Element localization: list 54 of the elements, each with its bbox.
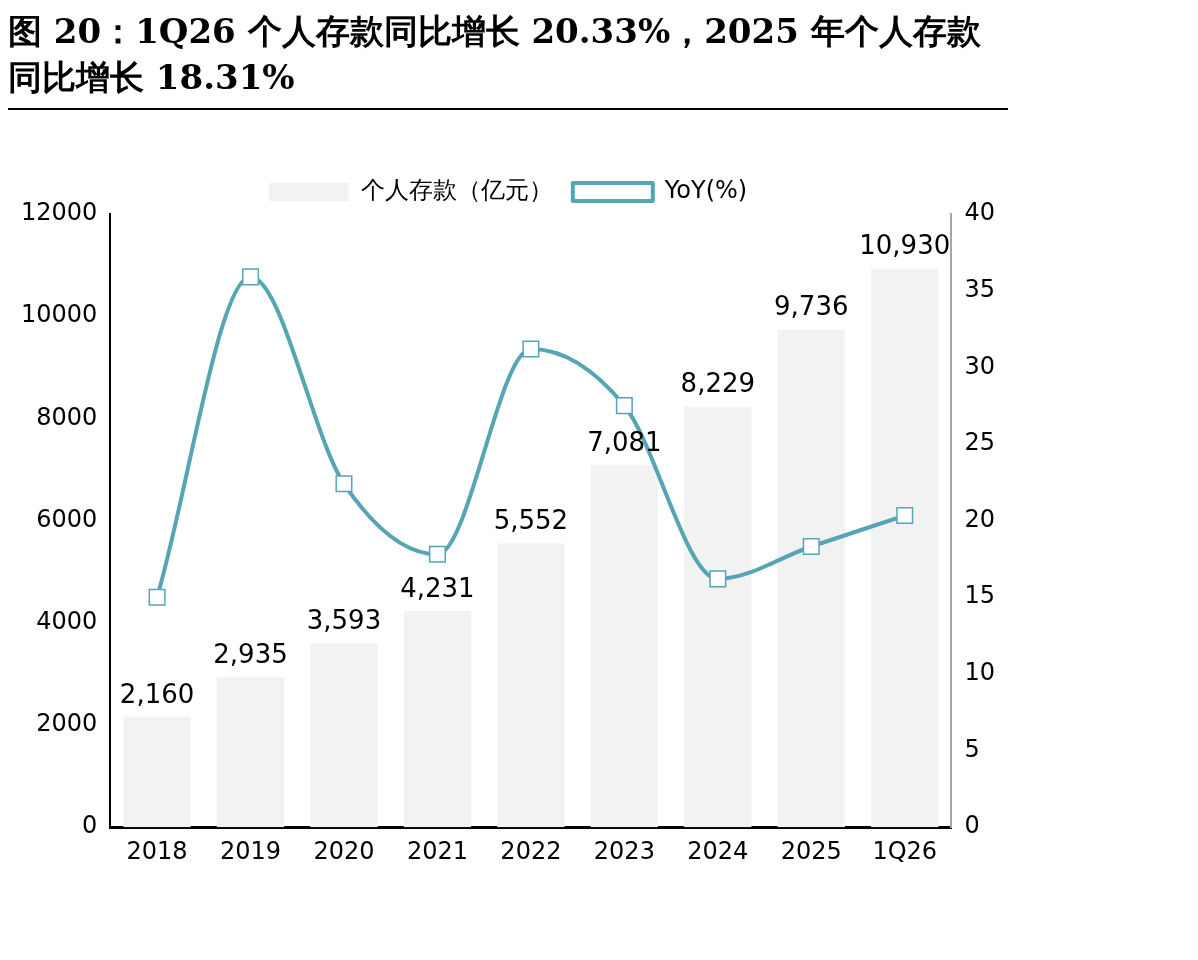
chart-title: 图 20：1Q26 个人存款同比增长 20.33%，2025 年个人存款同比增长 18.31% — [8, 8, 1008, 110]
x-tick-label: 2023 — [593, 836, 655, 865]
y-tick-label: 2000 — [36, 709, 98, 738]
point — [522, 340, 540, 358]
data-label: 10,930 — [859, 230, 951, 261]
x-tick-label: 2020 — [313, 836, 375, 865]
y2-tick-label: 25 — [964, 428, 996, 457]
bar — [777, 329, 845, 828]
legend-label: YoY(%) — [663, 176, 748, 205]
bar — [310, 643, 378, 828]
y2-tick-label: 30 — [964, 351, 996, 380]
y2-tick-label: 15 — [964, 581, 996, 610]
data-label: 9,736 — [774, 291, 849, 322]
point — [242, 268, 260, 286]
x-tick-label: 1Q26 — [872, 836, 938, 865]
point — [896, 507, 914, 525]
data-label: 8,229 — [680, 368, 756, 399]
y-tick-label: 10000 — [20, 300, 98, 329]
point — [428, 545, 446, 563]
point — [615, 397, 633, 415]
x-tick-label: 2022 — [500, 836, 562, 865]
bar — [497, 543, 565, 828]
y-tick-label: 4000 — [36, 607, 98, 636]
bar — [403, 611, 472, 828]
x-tick-label: 2025 — [780, 836, 842, 865]
x-tick-label: 2021 — [406, 836, 468, 865]
y-tick-label: 12000 — [20, 198, 98, 227]
legend-label: 个人存款（亿元） — [360, 176, 553, 205]
bar — [216, 677, 285, 828]
y2-tick-label: 5 — [964, 734, 980, 763]
y2-tick-label: 35 — [964, 274, 996, 303]
data-label: 5,552 — [493, 505, 569, 536]
y2-tick-label: 40 — [964, 198, 996, 227]
bar — [871, 268, 939, 828]
point — [802, 537, 820, 556]
y-tick-label: 8000 — [36, 402, 98, 431]
x-tick-label: 2018 — [126, 836, 188, 865]
bar — [123, 716, 191, 828]
y2-tick-label: 0 — [964, 811, 980, 840]
y-tick-label: 6000 — [36, 504, 98, 533]
x-tick-label: 2024 — [687, 836, 749, 865]
point — [335, 475, 353, 493]
data-label: 2,160 — [119, 678, 195, 709]
data-label: 2,935 — [213, 638, 288, 669]
bar — [684, 406, 752, 828]
point — [148, 588, 166, 606]
point — [709, 570, 727, 588]
bar — [590, 465, 659, 828]
x-tick-label: 2019 — [219, 836, 282, 865]
data-label: 4,231 — [400, 572, 475, 603]
y2-tick-label: 10 — [964, 658, 996, 687]
data-label: 3,593 — [306, 605, 382, 636]
y-tick-label: 0 — [82, 811, 98, 840]
y2-tick-label: 20 — [964, 504, 996, 533]
